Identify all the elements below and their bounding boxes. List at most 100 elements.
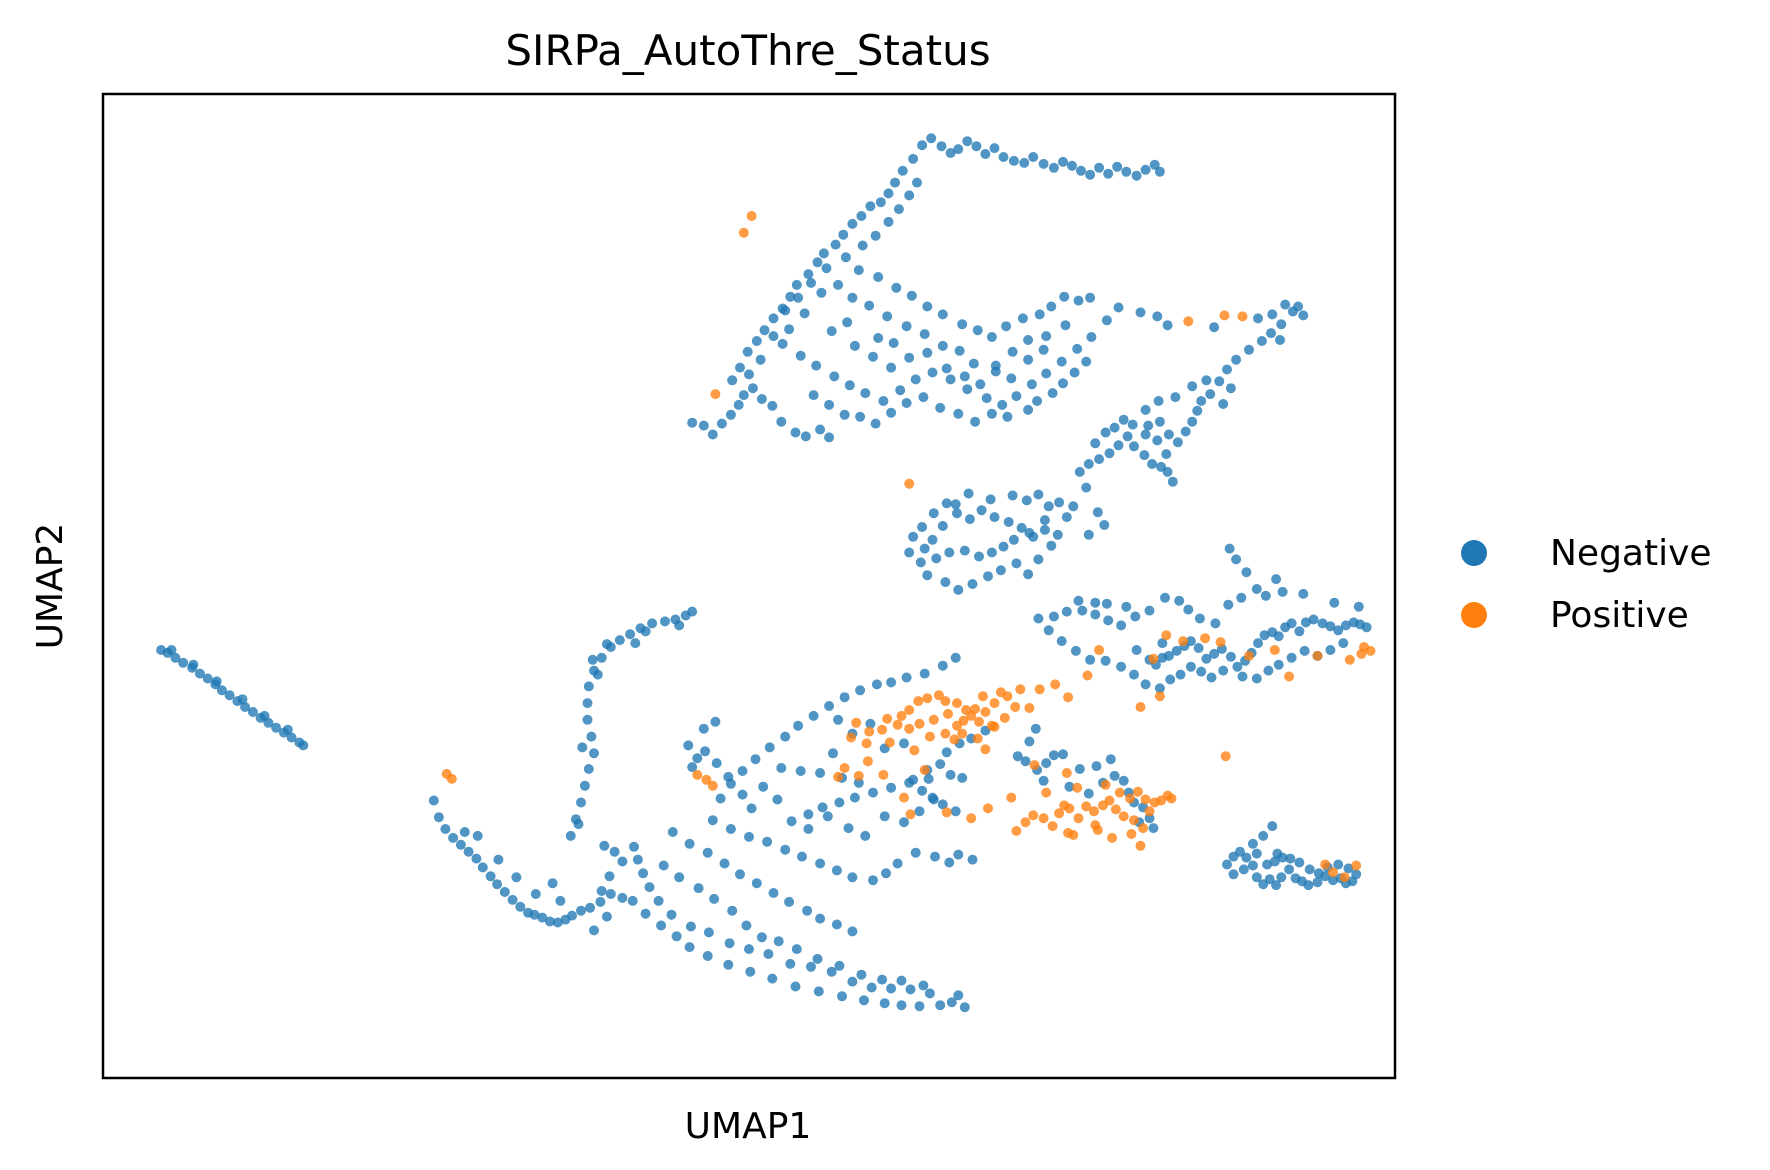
point-positive-31 xyxy=(1072,782,1083,793)
point-positive-124 xyxy=(1219,310,1230,321)
point-positive-17 xyxy=(1110,804,1121,815)
point-negative-533 xyxy=(908,153,919,164)
point-negative-575 xyxy=(853,265,864,276)
point-negative-399 xyxy=(983,571,993,582)
point-negative-192 xyxy=(937,660,948,671)
point-negative-607 xyxy=(784,324,795,335)
point-negative-146 xyxy=(953,990,964,1001)
point-negative-520 xyxy=(791,279,802,290)
point-positive-36 xyxy=(1059,800,1070,811)
point-negative-356 xyxy=(1116,661,1127,672)
point-negative-574 xyxy=(744,369,754,380)
point-negative-137 xyxy=(756,932,767,943)
point-negative-108 xyxy=(924,988,935,999)
point-negative-505 xyxy=(756,394,767,404)
point-negative-84 xyxy=(640,626,651,637)
point-positive-75 xyxy=(1010,702,1021,712)
point-negative-605 xyxy=(816,287,827,298)
point-negative-126 xyxy=(629,841,639,852)
point-negative-64 xyxy=(583,764,594,774)
point-negative-153 xyxy=(751,878,762,889)
point-positive-129 xyxy=(1351,860,1362,871)
point-negative-255 xyxy=(1083,788,1094,799)
point-negative-80 xyxy=(687,606,698,617)
point-positive-27 xyxy=(1129,815,1139,826)
point-negative-351 xyxy=(1175,669,1186,680)
point-negative-412 xyxy=(964,514,975,525)
point-positive-30 xyxy=(1100,779,1111,790)
point-negative-239 xyxy=(937,799,948,810)
point-negative-30 xyxy=(455,839,466,850)
point-negative-94 xyxy=(684,942,695,953)
point-positive-110 xyxy=(1284,671,1295,682)
point-negative-521 xyxy=(803,269,814,280)
point-negative-167 xyxy=(831,865,842,876)
point-positive-73 xyxy=(1002,691,1013,702)
point-negative-387 xyxy=(1101,598,1112,609)
point-positive-67 xyxy=(952,698,962,709)
point-negative-447 xyxy=(1083,459,1094,469)
point-negative-403 xyxy=(1033,554,1044,565)
point-positive-26 xyxy=(1144,806,1155,817)
point-negative-38 xyxy=(515,901,526,912)
point-positive-121 xyxy=(738,227,749,238)
point-positive-28 xyxy=(1138,823,1149,834)
point-negative-160 xyxy=(707,815,718,826)
point-positive-80 xyxy=(943,708,953,719)
point-negative-216 xyxy=(737,789,748,800)
point-negative-637 xyxy=(922,347,933,358)
point-negative-589 xyxy=(1073,295,1084,306)
point-negative-339 xyxy=(1325,645,1336,655)
point-negative-509 xyxy=(800,431,811,442)
point-negative-529 xyxy=(875,197,886,208)
point-negative-254 xyxy=(1074,764,1085,774)
point-negative-664 xyxy=(826,326,837,337)
point-negative-465 xyxy=(1090,438,1101,449)
point-negative-613 xyxy=(860,388,871,399)
point-positive-93 xyxy=(940,728,951,739)
point-negative-176 xyxy=(967,854,978,865)
point-negative-470 xyxy=(1180,426,1191,437)
point-negative-294 xyxy=(1313,868,1324,879)
x-axis-label: UMAP1 xyxy=(685,1106,812,1147)
point-negative-236 xyxy=(908,774,919,785)
point-negative-328 xyxy=(1294,626,1305,637)
point-negative-459 xyxy=(1152,435,1163,446)
point-negative-446 xyxy=(1074,466,1085,477)
point-negative-119 xyxy=(703,927,714,938)
point-negative-318 xyxy=(1225,651,1236,662)
point-negative-420 xyxy=(931,553,942,564)
point-negative-545 xyxy=(1019,157,1030,168)
point-negative-48 xyxy=(595,896,606,907)
point-negative-475 xyxy=(1214,376,1225,387)
point-negative-442 xyxy=(1081,482,1092,493)
point-negative-534 xyxy=(917,140,928,151)
point-negative-522 xyxy=(812,257,823,268)
point-negative-5 xyxy=(194,668,205,679)
point-negative-558 xyxy=(1140,164,1151,175)
point-negative-566 xyxy=(857,240,868,251)
point-negative-352 xyxy=(1165,674,1176,685)
point-positive-117 xyxy=(1154,691,1165,702)
point-positive-109 xyxy=(1269,645,1280,655)
point-positive-34 xyxy=(1006,792,1017,803)
point-negative-496 xyxy=(1275,335,1285,345)
point-negative-226 xyxy=(828,748,838,759)
point-negative-579 xyxy=(922,301,933,312)
point-negative-177 xyxy=(715,793,726,804)
point-negative-344 xyxy=(1263,665,1274,676)
point-negative-272 xyxy=(1235,846,1245,857)
point-negative-169 xyxy=(868,875,878,886)
point-negative-498 xyxy=(698,420,709,431)
point-positive-14 xyxy=(1089,806,1099,817)
point-negative-360 xyxy=(1056,636,1067,647)
point-negative-127 xyxy=(617,856,628,867)
point-negative-15 xyxy=(271,722,282,733)
point-negative-54 xyxy=(547,878,558,889)
point-negative-377 xyxy=(1236,592,1247,603)
point-positive-1 xyxy=(446,773,457,784)
point-positive-128 xyxy=(1339,872,1350,883)
point-negative-508 xyxy=(790,427,801,438)
point-negative-398 xyxy=(967,579,978,589)
point-negative-219 xyxy=(776,763,787,773)
